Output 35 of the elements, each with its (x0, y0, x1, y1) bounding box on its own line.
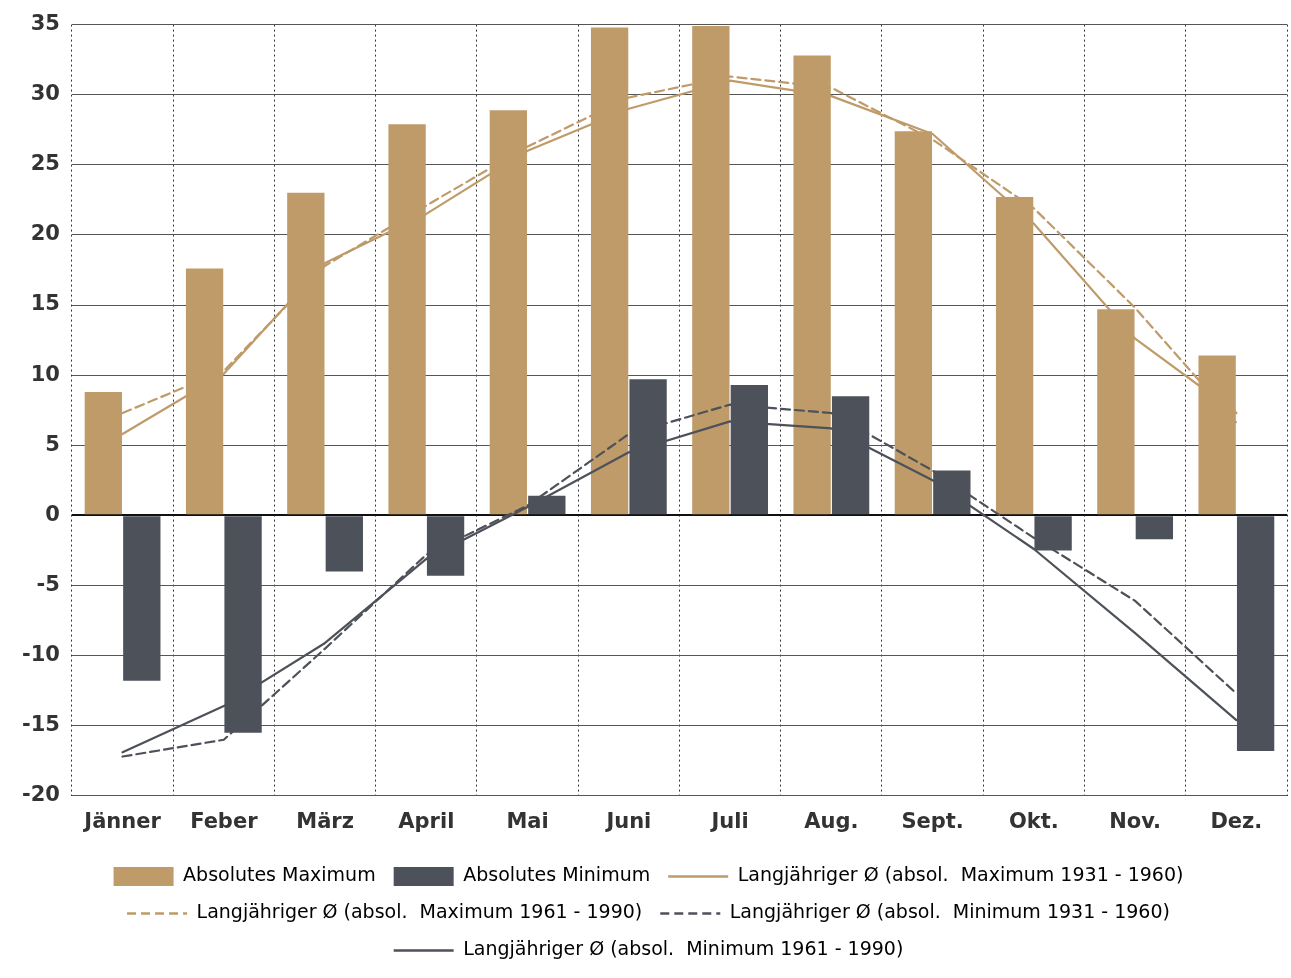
bar (1034, 516, 1072, 551)
bar (933, 470, 971, 515)
y-tick-label: 25 (30, 151, 60, 176)
x-tick-label: April (398, 808, 455, 833)
bar (325, 516, 363, 572)
x-tick-label: Okt. (1008, 808, 1059, 833)
y-tick-label: -10 (21, 642, 60, 667)
y-tick-label: 0 (45, 501, 60, 526)
x-tick-label: Nov. (1109, 808, 1162, 833)
x-tick-label: Sept. (901, 808, 964, 833)
x-tick-label: Juni (604, 808, 652, 833)
legend-label: Langjähriger Ø (absol. Maximum 1961 - 1990) (196, 900, 643, 923)
bar (1135, 516, 1174, 540)
bar (426, 516, 465, 576)
x-tick-label: Dez. (1210, 808, 1263, 833)
x-tick-label: Feber (190, 808, 259, 833)
x-tick-label: März (296, 808, 354, 833)
y-tick-label: 35 (30, 11, 60, 36)
legend-label: Langjähriger Ø (absol. Minimum 1931 - 1960) (729, 900, 1170, 923)
legend-label: Langjähriger Ø (absol. Maximum 1931 - 1960) (737, 863, 1184, 886)
legend-label: Absolutes Minimum (463, 863, 651, 886)
legend-label: Absolutes Maximum (183, 863, 376, 886)
y-tick-label: 15 (30, 291, 60, 316)
y-tick-label: -15 (21, 712, 60, 737)
x-tick-label: Juli (709, 808, 749, 833)
y-tick-label: -20 (21, 782, 60, 807)
y-tick-label: 5 (45, 431, 60, 456)
y-tick-label: 10 (30, 361, 60, 386)
y-tick-label: -5 (36, 571, 60, 596)
x-tick-label: Aug. (804, 808, 859, 833)
legend-label: Langjähriger Ø (absol. Minimum 1961 - 1990) (463, 937, 904, 960)
y-tick-label: 20 (30, 221, 60, 246)
x-tick-label: Jänner (82, 808, 162, 833)
y-tick-label: 30 (30, 81, 60, 106)
x-tick-label: Mai (506, 808, 549, 833)
